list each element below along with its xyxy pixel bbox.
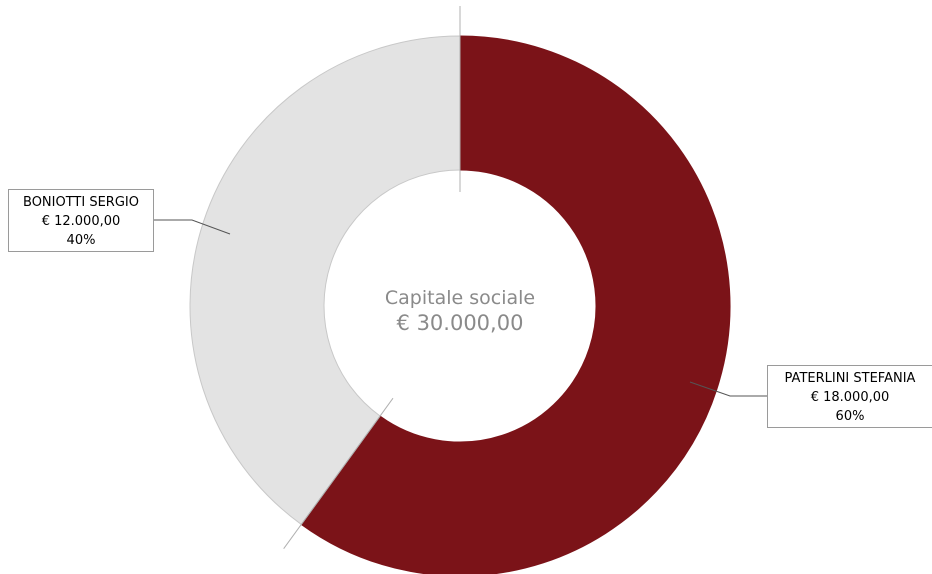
label-value-paterlini: € 18.000,00: [811, 390, 890, 405]
slice-boniotti-sergio: [189, 35, 461, 526]
label-box-boniotti: [8, 189, 154, 252]
slice-paterlini-stefania: [300, 35, 731, 574]
center-title: Capitale sociale: [385, 287, 535, 309]
slice-label-paterlini: PATERLINI STEFANIA € 18.000,00 60%: [689, 365, 932, 428]
label-percent-boniotti: 40%: [67, 233, 96, 248]
slice-label-boniotti: BONIOTTI SERGIO € 12.000,00 40%: [8, 189, 231, 252]
label-name-paterlini: PATERLINI STEFANIA: [785, 371, 916, 386]
center-value: € 30.000,00: [397, 311, 524, 335]
boundary-tick-2: [283, 397, 394, 549]
leader-line-paterlini: [689, 381, 768, 397]
slice-boundary-ticks: [283, 6, 461, 549]
label-box-paterlini: [767, 365, 932, 428]
donut-slices: [189, 35, 731, 574]
leader-line-boniotti: [153, 219, 231, 235]
label-name-boniotti: BONIOTTI SERGIO: [23, 195, 139, 210]
label-percent-paterlini: 60%: [836, 409, 865, 424]
label-value-boniotti: € 12.000,00: [42, 214, 121, 229]
